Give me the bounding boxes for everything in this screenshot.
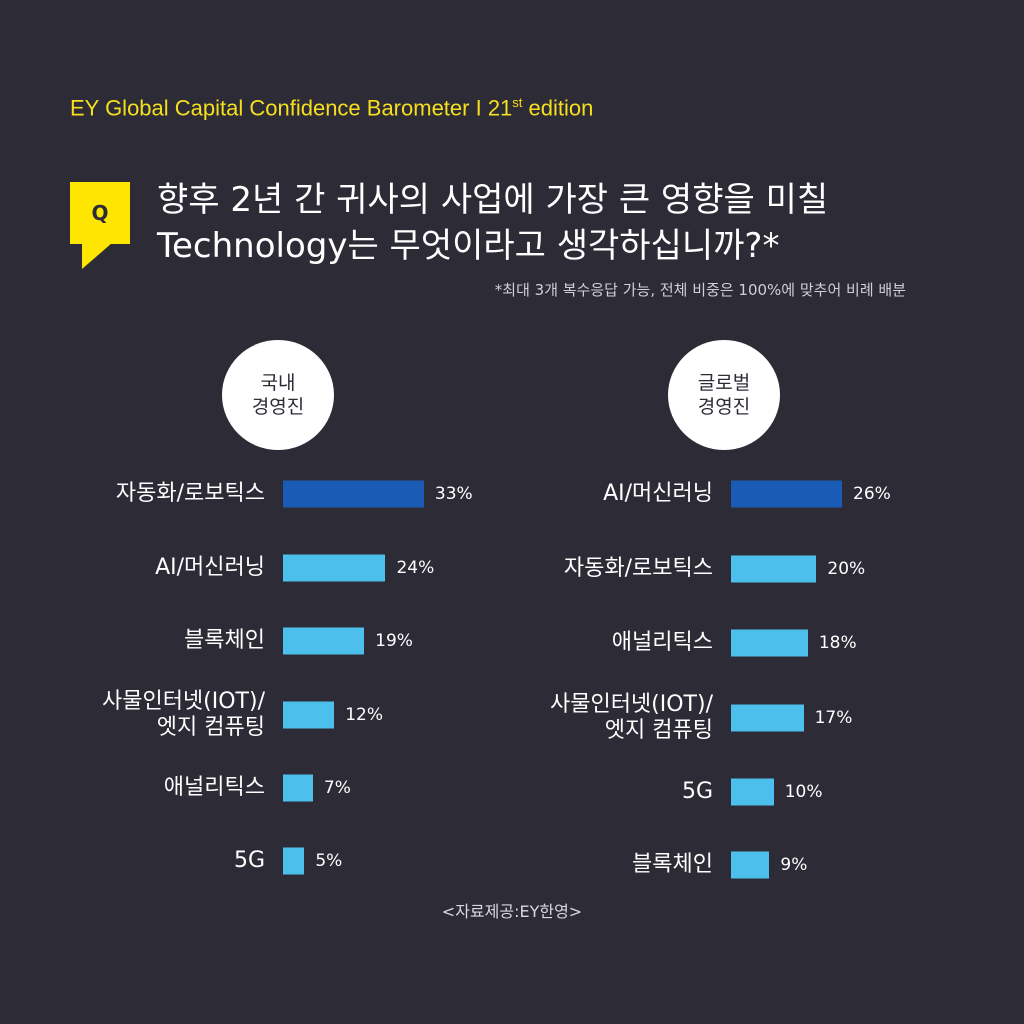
category-label-line: 엣지 컴퓨팅 <box>604 718 713 743</box>
report-brand-title: EY Global Capital Confidence Barometer I… <box>70 95 593 121</box>
bar <box>731 778 774 806</box>
brand-suffix: edition <box>522 95 594 121</box>
category-label-line: 애널리틱스 <box>611 630 713 655</box>
category-label-line: 자동화/로보틱스 <box>563 556 713 581</box>
category-label: 사물인터넷(IOT)/엣지 컴퓨팅 <box>102 689 265 741</box>
category-label: 애널리틱스 <box>612 630 713 656</box>
category-label-line: 애널리틱스 <box>163 775 265 800</box>
category-label-line: 사물인터넷(IOT)/ <box>549 692 713 717</box>
value-label: 7% <box>323 778 351 798</box>
bar <box>283 554 386 582</box>
group-label-line2: 경영진 <box>697 396 751 418</box>
value-label: 33% <box>434 484 473 504</box>
category-label-line: 5G <box>681 779 713 804</box>
question-line-2: Technology는 무엇이라고 생각하십니까?* <box>157 226 780 266</box>
value-label: 10% <box>784 782 823 802</box>
question-badge: Q <box>70 182 130 244</box>
question-line-1: 향후 2년 간 귀사의 사업에 가장 큰 영향을 미칠 <box>157 180 829 220</box>
category-label: 자동화/로보틱스 <box>564 556 713 582</box>
bar <box>731 555 817 583</box>
group-label-line1: 국내 <box>260 372 296 394</box>
bar <box>283 847 305 875</box>
group-badge-global: 글로벌 경영진 <box>668 340 780 450</box>
category-label-line: 블록체인 <box>184 628 265 653</box>
question-badge-label: Q <box>91 201 109 225</box>
category-label-line: AI/머신러닝 <box>603 481 713 506</box>
value-label: 24% <box>396 558 435 578</box>
category-label: 블록체인 <box>632 852 713 878</box>
group-badge-domestic: 국내 경영진 <box>222 340 334 450</box>
category-label: 5G <box>682 779 713 805</box>
value-label: 9% <box>780 855 808 875</box>
value-label: 12% <box>345 705 384 725</box>
group-label-line1: 글로벌 <box>697 372 751 394</box>
bar <box>283 480 424 508</box>
category-label: 자동화/로보틱스 <box>116 481 265 507</box>
category-label-line: 사물인터넷(IOT)/ <box>101 689 265 714</box>
brand-superscript: st <box>512 95 523 110</box>
brand-text: EY Global Capital Confidence Barometer I… <box>70 95 513 121</box>
category-label-line: 5G <box>233 848 265 873</box>
category-label: AI/머신러닝 <box>155 555 265 581</box>
value-label: 18% <box>818 633 857 653</box>
category-label: 블록체인 <box>184 628 265 654</box>
value-label: 17% <box>814 708 853 728</box>
category-label-line: AI/머신러닝 <box>155 555 265 580</box>
value-label: 5% <box>315 851 343 871</box>
bar <box>283 774 313 802</box>
source-credit: <자료제공:EY한영> <box>441 902 583 921</box>
category-label: 5G <box>234 848 265 874</box>
category-label: AI/머신러닝 <box>603 481 713 507</box>
question-note: *최대 3개 복수응답 가능, 전체 비중은 100%에 맞추어 비례 배분 <box>494 281 906 299</box>
value-label: 19% <box>375 631 413 651</box>
bar <box>731 704 804 732</box>
bar <box>283 701 335 729</box>
category-label-line: 자동화/로보틱스 <box>115 481 265 506</box>
bar <box>731 480 843 508</box>
category-label-line: 블록체인 <box>632 852 713 877</box>
category-label-line: 엣지 컴퓨팅 <box>156 715 265 740</box>
value-label: 26% <box>853 484 891 504</box>
bar <box>731 851 770 879</box>
group-label-line2: 경영진 <box>251 396 305 418</box>
value-label: 20% <box>827 559 866 579</box>
speech-bubble-tail-icon <box>82 243 112 269</box>
bar <box>731 629 808 657</box>
bar <box>283 627 365 655</box>
category-label: 애널리틱스 <box>164 775 265 801</box>
category-label: 사물인터넷(IOT)/엣지 컴퓨팅 <box>550 692 713 744</box>
